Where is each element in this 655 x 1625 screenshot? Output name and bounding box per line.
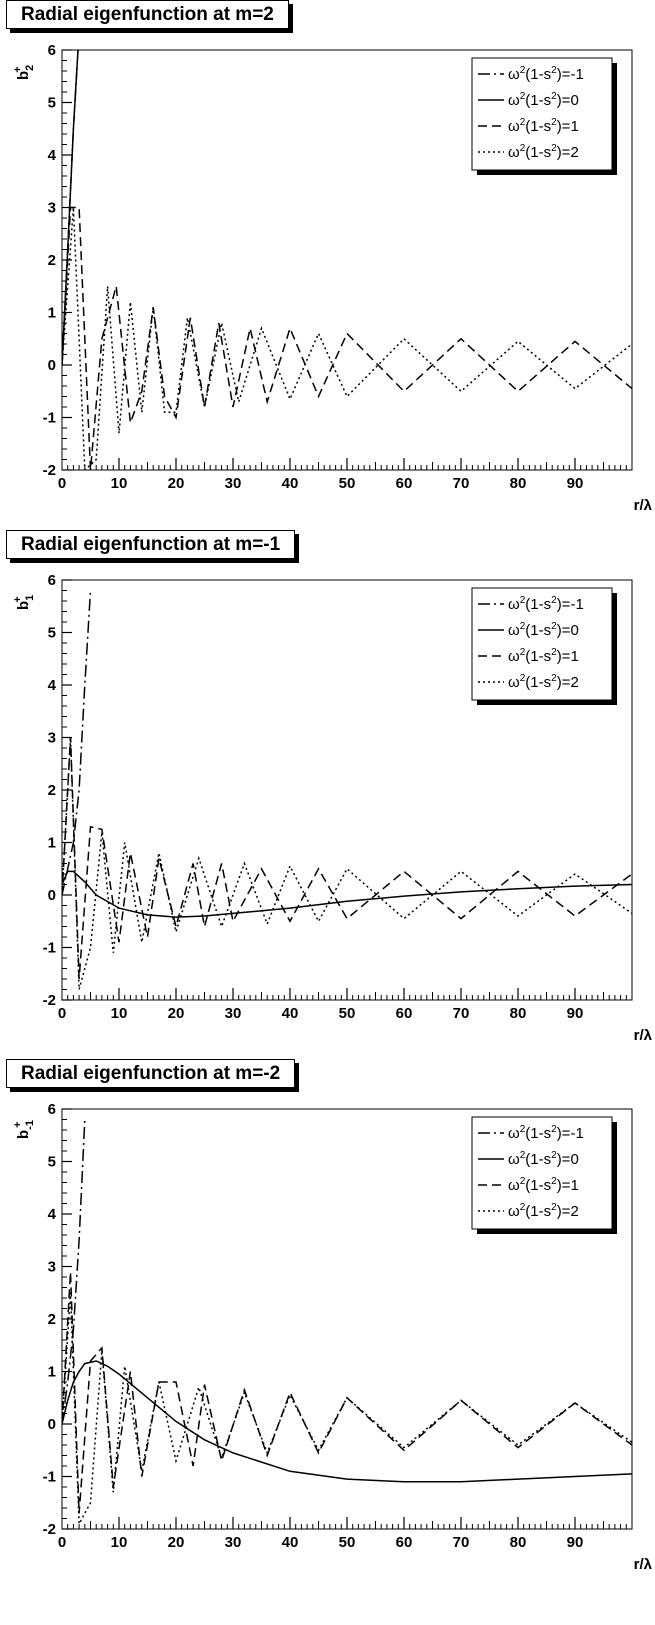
y-tick-label: -2	[43, 462, 56, 479]
y-tick-label: 0	[48, 357, 56, 374]
legend-entry: ω2(1-s2)=0	[508, 621, 579, 639]
legend-entry: ω2(1-s2)=-1	[508, 595, 584, 613]
y-tick-label: 3	[48, 1259, 56, 1276]
y-tick-label: -2	[43, 992, 56, 1009]
x-tick-label: 30	[225, 1534, 242, 1551]
x-tick-label: 30	[225, 475, 242, 492]
legend-box	[471, 57, 613, 171]
legend-entry: ω2(1-s2)=1	[508, 647, 579, 665]
x-tick-label: 20	[168, 1534, 185, 1551]
x-tick-label: 30	[225, 1005, 242, 1022]
x-axis-label: r/λ	[634, 1556, 653, 1573]
legend-entry: ω2(1-s2)=2	[508, 143, 579, 161]
x-tick-label: 90	[567, 1534, 584, 1551]
y-tick-label: 3	[48, 730, 56, 747]
y-tick-label: 2	[48, 252, 56, 269]
x-tick-label: 70	[453, 475, 470, 492]
y-tick-label: 0	[48, 887, 56, 904]
x-tick-label: 70	[453, 1534, 470, 1551]
x-tick-label: 80	[510, 1534, 527, 1551]
chart-title: Radial eigenfunction at m=2	[6, 0, 289, 29]
y-tick-label: 3	[48, 200, 56, 217]
x-tick-label: 10	[111, 1534, 128, 1551]
x-tick-label: 50	[339, 1534, 356, 1551]
y-tick-label: 1	[48, 1364, 56, 1381]
series-line-2	[62, 1360, 632, 1483]
y-tick-label: 1	[48, 305, 56, 322]
legend-entry: ω2(1-s2)=1	[508, 1176, 579, 1194]
x-tick-label: 20	[168, 1005, 185, 1022]
x-tick-label: 90	[567, 1005, 584, 1022]
series-line-1	[62, 590, 92, 896]
x-tick-label: 0	[58, 1534, 66, 1551]
chart-title: Radial eigenfunction at m=-1	[6, 530, 296, 559]
x-tick-label: 80	[510, 1005, 527, 1022]
x-tick-label: 0	[58, 1005, 66, 1022]
x-tick-label: 50	[339, 1005, 356, 1022]
y-tick-label: 2	[48, 1311, 56, 1328]
y-tick-label: 4	[48, 677, 57, 694]
y-tick-label: -1	[43, 1469, 56, 1486]
legend-entry: ω2(1-s2)=2	[508, 673, 579, 691]
series-line-4	[62, 1292, 632, 1527]
y-axis-label: b1+	[12, 595, 36, 610]
series-line-2	[62, 870, 632, 918]
y-tick-label: 2	[48, 782, 56, 799]
chart-panel-2: -2 -1 0 1 2 3 4 5 6 0 10 20 30 40 50 60 70 80 90 r/λ b1+ ω2(1…	[0, 530, 655, 1070]
y-tick-label: 4	[48, 147, 57, 164]
x-tick-label: 0	[58, 475, 66, 492]
series-line-4	[62, 737, 632, 990]
legend-entry: ω2(1-s2)=0	[508, 91, 579, 109]
x-tick-label: 50	[339, 475, 356, 492]
x-tick-label: 40	[282, 1534, 299, 1551]
x-tick-label: 70	[453, 1005, 470, 1022]
x-tick-label: 20	[168, 475, 185, 492]
x-tick-label: 40	[282, 475, 299, 492]
x-tick-label: 60	[396, 1005, 413, 1022]
y-tick-label: 5	[48, 625, 56, 642]
x-axis-label: r/λ	[634, 1027, 653, 1044]
series-line-1	[62, 1119, 86, 1425]
legend-entry: ω2(1-s2)=-1	[508, 1124, 584, 1142]
legend-box	[471, 587, 613, 701]
y-tick-label: 6	[48, 572, 56, 589]
legend-box	[471, 1116, 613, 1230]
y-axis-label: b2+	[12, 65, 36, 80]
x-axis-label: r/λ	[634, 497, 653, 514]
series-line-4	[62, 207, 632, 470]
series-line-3	[62, 737, 632, 980]
series-line-3	[62, 1271, 632, 1514]
y-axis-label: b-1+	[12, 1120, 36, 1139]
legend-entry: ω2(1-s2)=1	[508, 117, 579, 135]
y-tick-label: -1	[43, 940, 56, 957]
series-line-3	[62, 206, 632, 470]
x-tick-label: 60	[396, 475, 413, 492]
y-tick-label: 5	[48, 1154, 56, 1171]
y-tick-label: 4	[48, 1206, 57, 1223]
chart-panel-3: -2 -1 0 1 2 3 4 5 6 0 10 20 30 40 50 60 70 80 90 r/λ b-1+ ω2(…	[0, 1059, 655, 1599]
legend-entry: ω2(1-s2)=-1	[508, 65, 584, 83]
y-tick-label: 5	[48, 95, 56, 112]
x-tick-label: 60	[396, 1534, 413, 1551]
x-tick-label: 10	[111, 1005, 128, 1022]
legend-entry: ω2(1-s2)=2	[508, 1202, 579, 1220]
x-tick-label: 10	[111, 475, 128, 492]
chart-title: Radial eigenfunction at m=-2	[6, 1059, 296, 1088]
y-tick-label: 1	[48, 835, 56, 852]
y-tick-label: -1	[43, 410, 56, 427]
y-tick-label: 6	[48, 1101, 56, 1118]
chart-panel-1: -2 -1 0 1 2 3 4 5 6 0 10 20 30 40 50 60 70 80 90 r/λ b2+ ω2(1…	[0, 0, 655, 540]
y-tick-label: 6	[48, 42, 56, 59]
x-tick-label: 80	[510, 475, 527, 492]
y-tick-label: -2	[43, 1521, 56, 1538]
y-tick-label: 0	[48, 1416, 56, 1433]
x-tick-label: 90	[567, 475, 584, 492]
legend-entry: ω2(1-s2)=0	[508, 1150, 579, 1168]
x-tick-label: 40	[282, 1005, 299, 1022]
